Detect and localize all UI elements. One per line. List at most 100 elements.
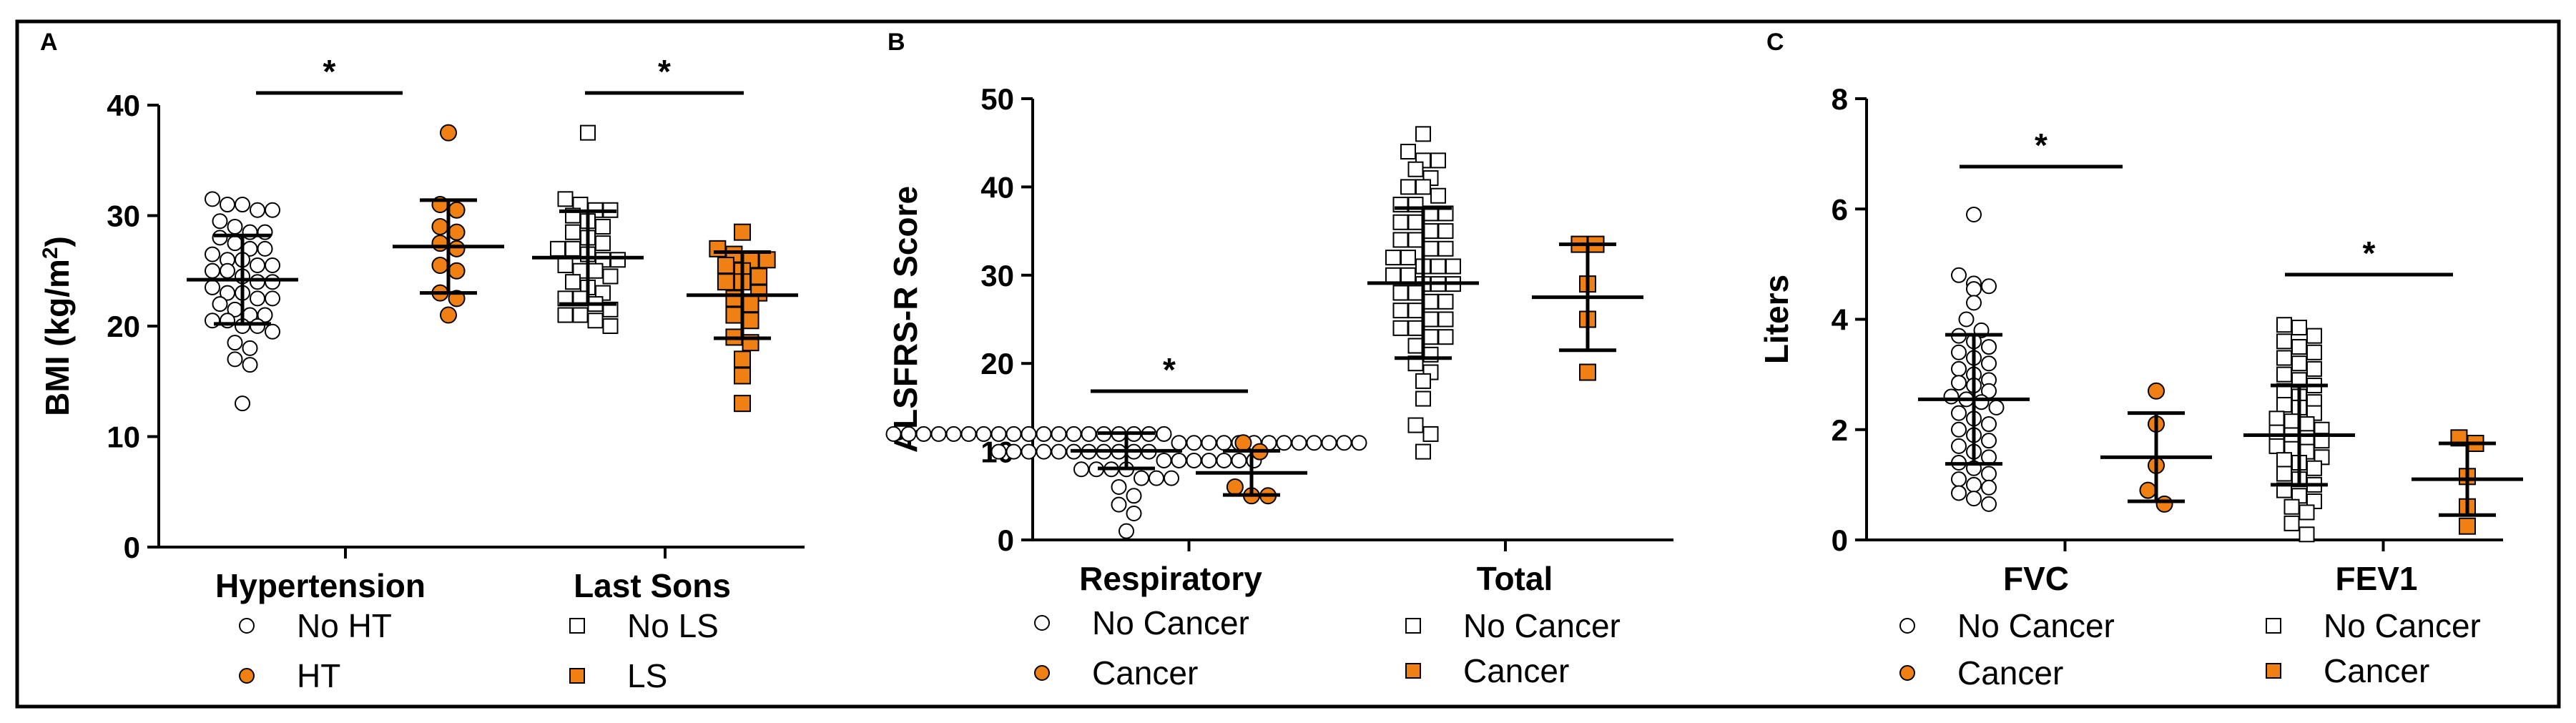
data-point xyxy=(602,318,619,334)
legend-marker xyxy=(1034,615,1050,631)
data-point xyxy=(1216,435,1232,451)
data-point xyxy=(709,240,727,257)
data-point xyxy=(227,218,243,235)
data-point xyxy=(1422,311,1439,328)
data-point xyxy=(2276,466,2292,482)
data-point xyxy=(758,251,776,269)
data-point xyxy=(734,367,751,385)
data-point xyxy=(1951,421,1967,438)
series-no-cancer xyxy=(1367,126,1479,460)
data-point xyxy=(1951,375,1967,391)
data-point xyxy=(1351,435,1367,451)
data-point xyxy=(1988,399,2005,415)
data-point xyxy=(1943,388,1960,405)
data-point xyxy=(1951,267,1967,283)
legend-label: HT xyxy=(297,657,340,694)
data-point xyxy=(440,124,457,142)
data-point xyxy=(1111,496,1127,513)
data-point xyxy=(448,262,466,280)
data-point xyxy=(990,426,1007,442)
group-label: FVC xyxy=(2003,560,2069,597)
legend-marker xyxy=(1899,665,1915,681)
y-tick-label: 6 xyxy=(1832,192,1848,226)
legend-marker xyxy=(239,618,255,634)
data-point xyxy=(1966,206,1982,222)
data-point xyxy=(1981,416,1997,433)
data-point xyxy=(1385,250,1401,266)
data-point xyxy=(1149,470,1164,486)
series-no-cancer xyxy=(1918,206,2030,512)
data-point xyxy=(2306,360,2322,377)
data-point xyxy=(1291,435,1307,451)
data-point xyxy=(257,240,273,257)
data-point xyxy=(1392,303,1409,319)
data-point xyxy=(1385,267,1401,283)
legend-marker xyxy=(1899,618,1915,634)
series-ls xyxy=(687,223,798,413)
data-point xyxy=(2284,413,2300,430)
legend-label: No HT xyxy=(297,607,392,644)
data-point xyxy=(431,257,449,275)
data-point xyxy=(990,443,1007,460)
data-point xyxy=(1981,466,1997,482)
data-point xyxy=(1437,223,1454,240)
data-point xyxy=(2268,438,2285,454)
data-point xyxy=(1081,426,1097,442)
group-label: FEV1 xyxy=(2335,560,2417,597)
data-point xyxy=(602,268,619,285)
legend-marker xyxy=(569,618,585,634)
legend-label: No Cancer xyxy=(1092,604,1249,641)
data-point xyxy=(725,306,743,324)
data-point xyxy=(2276,333,2292,350)
y-tick-label: 50 xyxy=(980,82,1014,116)
data-point xyxy=(960,426,977,442)
data-point xyxy=(557,191,574,207)
data-point xyxy=(1226,478,1244,496)
data-point xyxy=(2268,424,2285,441)
data-point xyxy=(265,202,280,218)
data-point xyxy=(212,230,228,246)
significance-star: * xyxy=(2035,127,2047,164)
data-point xyxy=(205,262,220,279)
data-point xyxy=(1422,240,1439,257)
data-point xyxy=(1276,435,1292,451)
data-point xyxy=(431,217,449,235)
y-tick-label: 30 xyxy=(980,259,1014,292)
data-point xyxy=(2148,382,2165,400)
legend-marker xyxy=(1034,665,1050,681)
data-point xyxy=(205,279,220,295)
data-point xyxy=(2291,355,2307,372)
legend-label: No Cancer xyxy=(1463,607,1621,644)
data-point xyxy=(265,274,280,290)
legend-label: No Cancer xyxy=(1957,607,2115,644)
y-axis-label-text: BMI (kg/m xyxy=(39,259,76,416)
legend-marker xyxy=(2266,618,2281,634)
data-point xyxy=(1164,470,1179,486)
data-point xyxy=(1966,491,1982,507)
panel-letter: A xyxy=(40,29,58,56)
data-point xyxy=(1036,426,1052,442)
data-point xyxy=(1966,295,1982,311)
data-point xyxy=(1201,452,1217,468)
data-point xyxy=(725,290,743,308)
data-point xyxy=(2299,504,2315,521)
group-fvc: No Cancer Cancer FVC * xyxy=(1899,127,2212,692)
y-tick-label: 0 xyxy=(124,531,140,564)
significance-star: * xyxy=(2363,235,2376,272)
group-respiratory: No Cancer Cancer Respiratory * xyxy=(885,351,1367,692)
group-total: No Cancer Cancer Total xyxy=(1367,126,1643,689)
data-point xyxy=(1415,443,1431,460)
data-point xyxy=(1958,311,1975,328)
data-point xyxy=(1430,258,1446,275)
data-point xyxy=(227,351,243,368)
data-point xyxy=(2276,350,2292,366)
data-point xyxy=(1437,240,1454,257)
data-point xyxy=(1126,505,1142,521)
data-point xyxy=(250,318,265,334)
data-point xyxy=(265,257,280,274)
data-point xyxy=(1981,278,1997,295)
data-point xyxy=(2306,344,2322,360)
data-point xyxy=(2276,452,2292,468)
